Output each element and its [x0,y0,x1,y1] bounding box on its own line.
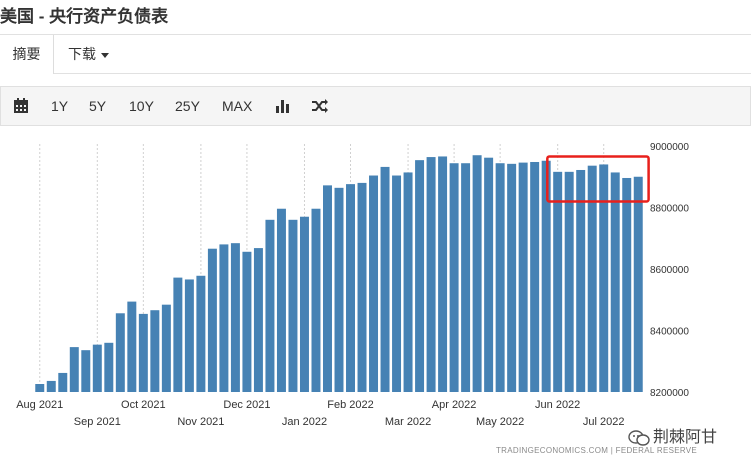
bar [633,176,643,392]
shuffle-icon[interactable] [311,97,329,115]
bar [265,219,275,392]
y-tick-label: 8800000 [650,204,689,215]
x-tick-label: Dec 2021 [223,399,270,411]
bar [392,175,402,392]
bar [242,251,252,392]
y-tick-label: 8200000 [650,388,689,399]
bar [207,248,217,392]
source-credit: TRADINGECONOMICS.COM | FEDERAL RESERVE [496,446,698,455]
bar [553,171,563,392]
bar [173,277,183,392]
tab-bar: 摘要 下载 [0,34,751,74]
bar [357,182,367,392]
bar [115,313,125,392]
bar [472,155,482,392]
bar [415,160,425,392]
bar [622,177,632,392]
x-tick-label: May 2022 [476,416,524,428]
watermark: 荆棘阿甘 [628,426,717,450]
x-tick-label: Jul 2022 [583,416,625,428]
range-25y-button[interactable]: 25Y [175,98,200,114]
bar [495,163,505,392]
bar [403,172,413,392]
bar [219,244,229,392]
calendar-icon[interactable] [12,97,30,115]
bar [449,163,459,392]
bar [35,384,45,392]
page-title: 美国 - 央行资产负债表 [0,7,169,26]
bar [541,160,551,392]
bar [438,156,448,392]
bar [311,208,321,392]
bar [288,219,298,392]
y-tick-label: 8600000 [650,265,689,276]
balance-sheet-chart: 8200000 8400000 8600000 8800000 9000000 Aug 2… [16,142,689,428]
bar [323,185,332,392]
bar [599,164,609,392]
bar [461,163,471,392]
bar [507,163,517,392]
x-tick-label: Jun 2022 [535,399,580,411]
x-tick-label: Sep 2021 [74,416,121,428]
bar [346,184,355,392]
chart-toolbar: 1Y 5Y 10Y 25Y MAX [0,86,751,126]
bar [46,380,56,392]
bar [334,187,344,392]
x-tick-label: Nov 2021 [177,416,224,428]
watermark-text: 荆棘阿甘 [653,429,718,446]
bar [104,342,114,392]
range-max-button[interactable]: MAX [222,98,253,114]
bar [518,162,528,392]
bar [276,208,286,392]
range-10y-button[interactable]: 10Y [129,98,154,114]
bar [426,157,436,392]
x-tick-label: Jan 2022 [282,416,327,428]
bar [380,166,390,392]
highlight-box [546,155,650,203]
bar [81,350,91,392]
x-tick-label: Oct 2021 [121,399,166,411]
bar [530,161,540,392]
bar [138,313,148,392]
y-tick-label: 8400000 [650,327,689,338]
x-tick-label: Mar 2022 [385,416,431,428]
range-1y-button[interactable]: 1Y [51,98,69,114]
bar [161,304,171,392]
bar [92,344,102,392]
bar [58,372,68,392]
bar [610,172,620,392]
bar [150,310,160,392]
bar [587,165,597,392]
x-tick-label: Apr 2022 [432,399,477,411]
bar [369,175,379,392]
bar [253,248,263,392]
wechat-icon [628,430,650,446]
bar [230,243,240,392]
tab-download-label: 下载 [68,46,96,62]
range-5y-button[interactable]: 5Y [89,98,107,114]
chevron-down-icon [101,52,109,58]
tab-download[interactable]: 下载 [68,35,128,74]
x-tick-label: Feb 2022 [327,399,373,411]
y-tick-label: 9000000 [650,142,689,153]
bar-chart-icon[interactable] [274,97,292,115]
bar [564,171,574,392]
bar [299,216,309,392]
bar [184,279,194,392]
tab-summary[interactable]: 摘要 [0,35,54,74]
bar [69,347,79,392]
bar [484,157,494,392]
x-tick-label: Aug 2021 [16,399,63,411]
bar [127,301,137,392]
bar [576,169,586,392]
bar [196,275,206,392]
